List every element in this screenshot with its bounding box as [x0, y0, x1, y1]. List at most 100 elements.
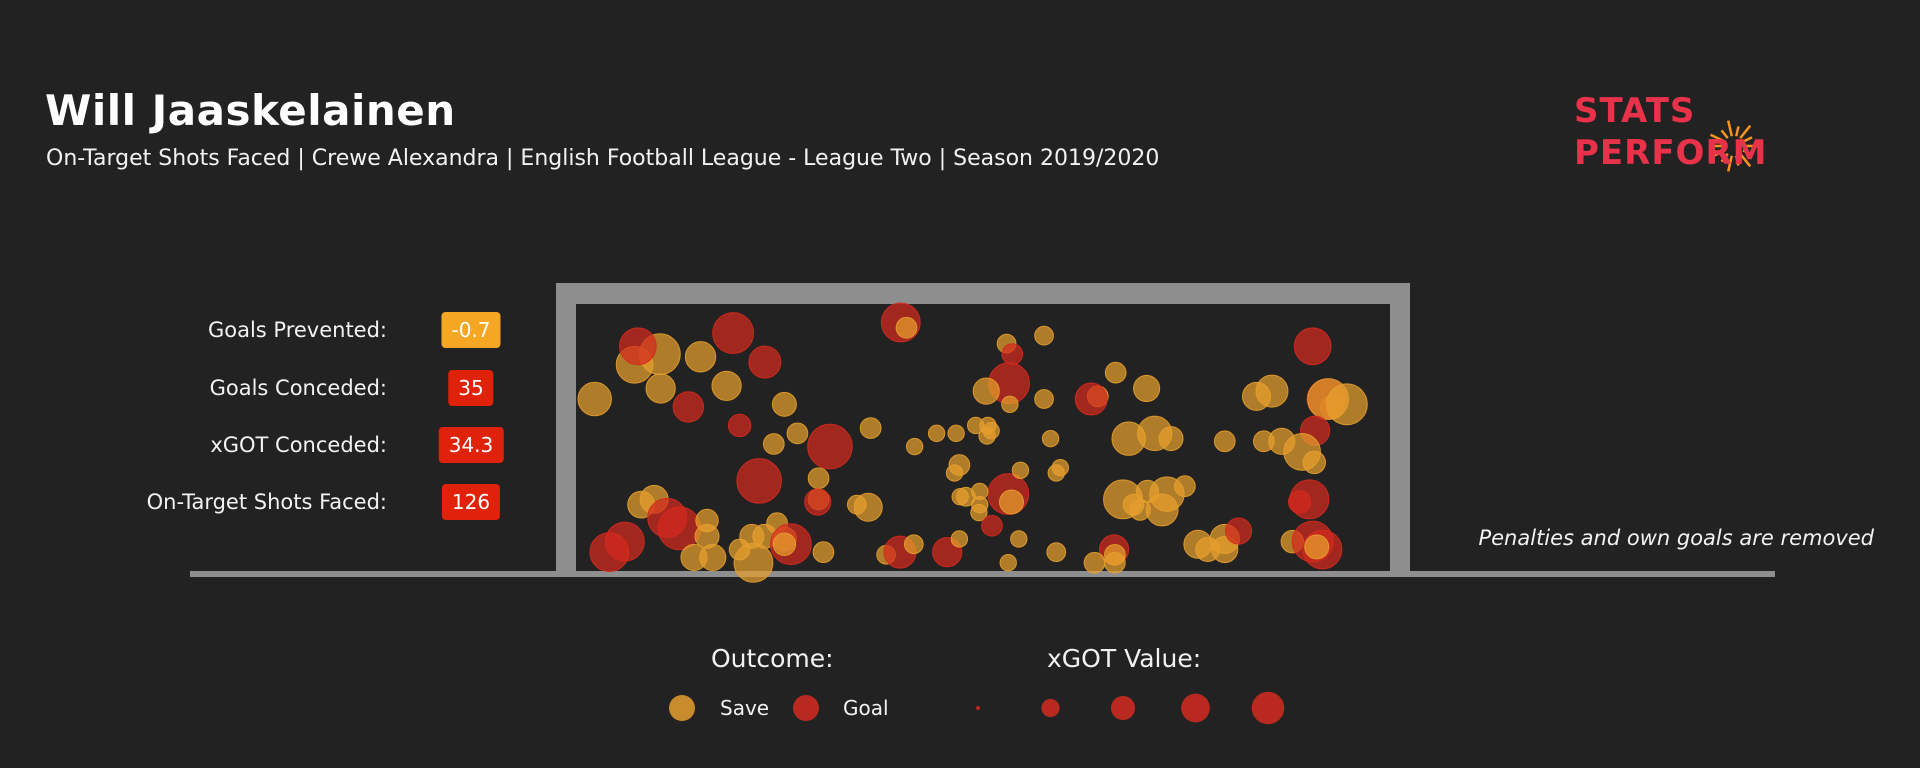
- xgot-size-marker: [976, 706, 980, 710]
- penalties-note: Penalties and own goals are removed: [1478, 526, 1874, 550]
- shot-goal-marker: [981, 514, 1003, 537]
- legend-goal-marker: [793, 695, 819, 721]
- shot-save-marker: [1158, 426, 1184, 452]
- stat-value-badge: -0.7: [441, 312, 501, 348]
- shot-save-marker: [972, 377, 1000, 405]
- stat-value-badge: 126: [441, 484, 501, 520]
- shot-save-marker: [905, 437, 924, 456]
- shot-save-marker: [1255, 374, 1289, 408]
- stat-label: xGOT Conceded:: [210, 433, 387, 457]
- xgot-size-marker: [1181, 693, 1210, 723]
- shot-save-marker: [978, 427, 996, 445]
- shot-goal-marker: [807, 423, 853, 470]
- legend-goal-label: Goal: [843, 696, 889, 720]
- player-name: Will Jaaskelainen: [45, 86, 456, 135]
- chart-subtitle: On-Target Shots Faced | Crewe Alexandra …: [46, 146, 1160, 171]
- shot-save-marker: [950, 530, 969, 548]
- shot-save-marker: [577, 381, 612, 417]
- shots-layer: [577, 302, 1368, 583]
- shot-save-marker: [1051, 458, 1070, 477]
- shot-save-marker: [970, 503, 988, 522]
- stat-xgot-conceded: xGOT Conceded: 34.3: [0, 427, 520, 467]
- xgot-size-marker: [1110, 695, 1136, 721]
- stat-goals-conceded: Goals Conceded: 35: [0, 370, 520, 410]
- shot-goal-marker: [618, 327, 657, 366]
- shot-save-marker: [859, 417, 882, 439]
- shot-goal-marker: [672, 391, 705, 423]
- right-post: [1390, 283, 1410, 574]
- shot-save-marker: [1046, 542, 1067, 563]
- shot-save-marker: [1104, 361, 1127, 384]
- shot-save-marker: [733, 542, 774, 583]
- shot-goal-marker: [712, 312, 755, 354]
- shot-save-marker: [945, 464, 964, 482]
- legend-xgot-title: xGOT Value:: [1047, 644, 1202, 673]
- shot-save-marker: [956, 486, 976, 507]
- shot-goal-marker: [1001, 343, 1024, 366]
- shot-save-marker: [645, 373, 676, 404]
- stat-label: On-Target Shots Faced:: [146, 490, 387, 514]
- shot-save-marker: [812, 541, 835, 564]
- shot-save-marker: [853, 492, 883, 522]
- shot-save-marker: [1001, 395, 1019, 414]
- shot-save-marker: [711, 370, 742, 401]
- shot-save-marker: [771, 391, 797, 417]
- shot-save-marker: [1010, 530, 1028, 548]
- shot-goal-marker: [748, 345, 782, 379]
- stat-shots-faced: On-Target Shots Faced: 126: [0, 484, 520, 524]
- shot-goal-marker: [1287, 490, 1312, 514]
- shot-save-marker: [895, 316, 918, 339]
- legend-outcome-title: Outcome:: [711, 644, 834, 673]
- stat-label: Goals Conceded:: [209, 376, 387, 400]
- logo-line-2: PERFORM: [1574, 133, 1767, 173]
- shot-goal-marker: [589, 532, 630, 573]
- shot-goal-marker: [1293, 327, 1332, 366]
- shot-save-marker: [699, 543, 727, 572]
- shot-save-marker: [947, 424, 965, 443]
- shot-goal-marker: [727, 413, 752, 438]
- xgot-size-legend: [976, 691, 1285, 725]
- shot-save-marker: [1104, 551, 1126, 574]
- shot-save-marker: [684, 341, 717, 373]
- stat-value-badge: 35: [448, 370, 494, 406]
- shot-goal-marker: [804, 488, 832, 516]
- shot-save-marker: [1041, 429, 1060, 448]
- shot-save-marker: [1145, 493, 1179, 527]
- xgot-size-marker: [1251, 691, 1285, 725]
- stat-value-badge: 34.3: [438, 427, 504, 463]
- stats-perform-logo: STATS PERFORM: [1574, 91, 1767, 173]
- xgot-size-marker: [1041, 698, 1060, 718]
- shot-goal-marker: [1074, 382, 1108, 416]
- crossbar: [556, 283, 1410, 304]
- shot-save-marker: [1011, 461, 1030, 480]
- shot-save-marker: [1034, 389, 1054, 409]
- shot-save-marker: [762, 433, 785, 455]
- left-post: [556, 283, 576, 574]
- shot-goal-marker: [1225, 517, 1253, 545]
- shot-save-marker: [1211, 535, 1239, 564]
- shot-save-marker: [1133, 374, 1161, 403]
- shot-save-marker: [772, 532, 797, 556]
- shot-save-marker: [1304, 534, 1330, 560]
- shot-save-marker: [786, 422, 809, 445]
- shot-save-marker: [1174, 475, 1196, 498]
- shot-save-marker: [1083, 551, 1106, 574]
- shot-save-marker: [1034, 325, 1054, 346]
- shot-save-marker: [998, 489, 1024, 515]
- shot-save-marker: [1302, 450, 1327, 475]
- legend-save-label: Save: [720, 696, 770, 720]
- stat-label: Goals Prevented:: [207, 318, 387, 342]
- logo-burst-icon: [1710, 120, 1760, 172]
- shot-save-marker: [807, 467, 830, 490]
- shot-save-marker: [1325, 383, 1368, 426]
- stat-goals-prevented: Goals Prevented: -0.7: [0, 312, 520, 352]
- logo-line-1: STATS: [1574, 91, 1695, 131]
- shot-save-marker: [999, 554, 1017, 572]
- shot-save-marker: [1213, 430, 1236, 453]
- legend-save-marker: [669, 695, 695, 721]
- shot-goal-marker: [657, 506, 702, 551]
- shot-save-marker: [903, 534, 924, 555]
- shot-goal-marker: [736, 458, 782, 504]
- shot-save-marker: [927, 424, 946, 443]
